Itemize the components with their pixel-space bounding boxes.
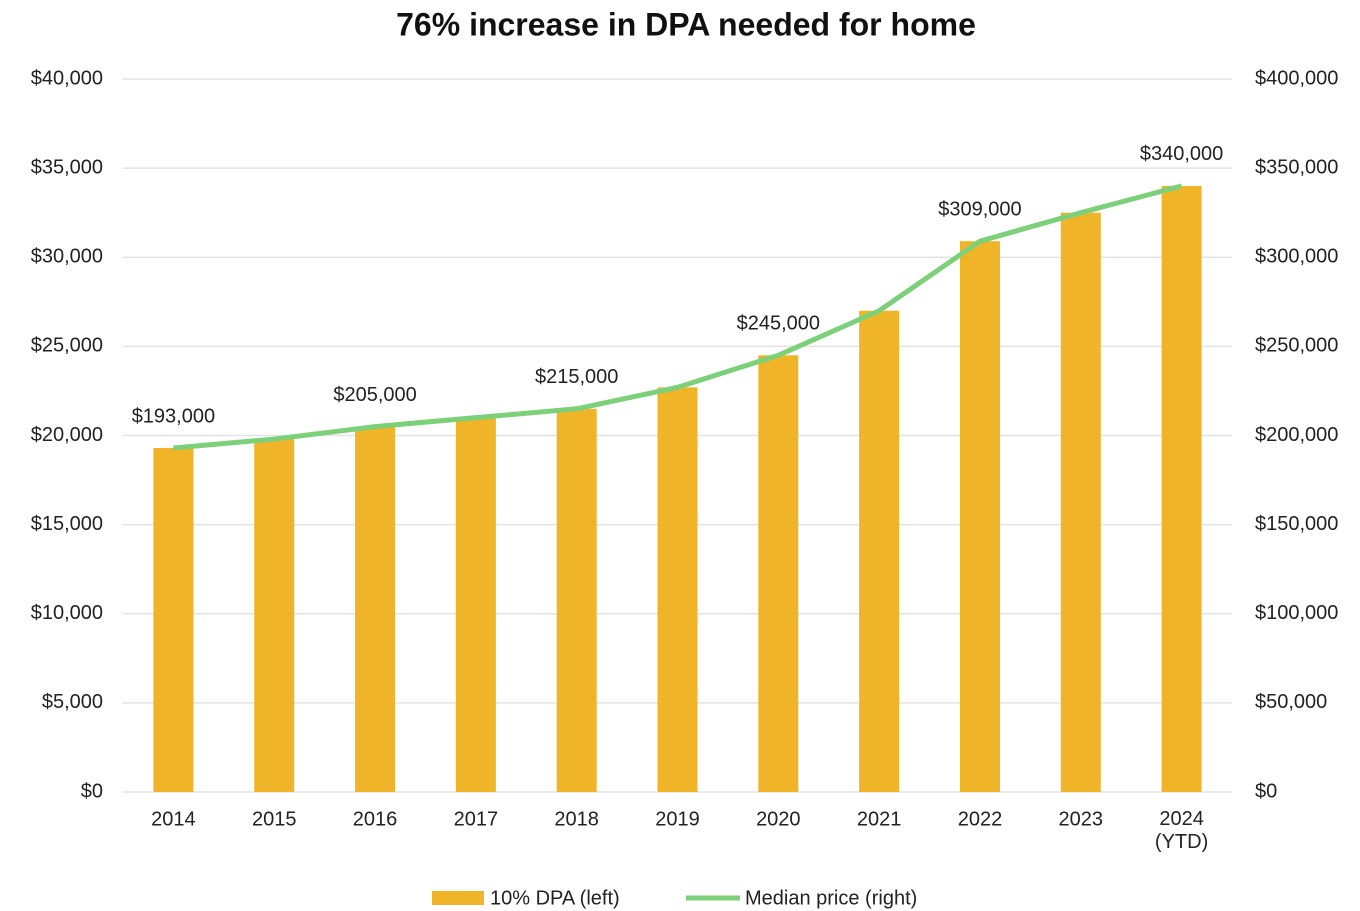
x-tick-label: 2014 (151, 808, 196, 830)
y-tick-label: $40,000 (31, 67, 103, 89)
y2-tick-label: $0 (1255, 780, 1277, 802)
x-tick-label: 2021 (857, 808, 902, 830)
x-tick-label: 2022 (958, 808, 1003, 830)
bar (254, 439, 295, 792)
y2-tick-label: $50,000 (1255, 691, 1327, 713)
bar (657, 387, 698, 792)
x-tick-label: 2018 (554, 808, 599, 830)
y-tick-label: $35,000 (31, 156, 103, 178)
bar (153, 447, 194, 792)
legend-label: 10% DPA (left) (490, 887, 620, 909)
legend-label: Median price (right) (745, 887, 917, 909)
bar (355, 426, 396, 792)
bar (1060, 212, 1101, 792)
y2-tick-label: $250,000 (1255, 335, 1338, 357)
y2-tick-label: $300,000 (1255, 246, 1338, 268)
x-tick-label: 2020 (756, 808, 801, 830)
y2-tick-label: $350,000 (1255, 156, 1338, 178)
y2-tick-label: $100,000 (1255, 602, 1338, 624)
y-tick-label: $20,000 (31, 424, 103, 446)
y-tick-label: $15,000 (31, 513, 103, 535)
x-tick-label: 2016 (353, 808, 398, 830)
y-tick-label: $5,000 (42, 691, 103, 713)
data-label: $193,000 (132, 405, 215, 427)
y-tick-label: $25,000 (31, 335, 103, 357)
data-label: $309,000 (938, 198, 1021, 220)
y-tick-label: $10,000 (31, 602, 103, 624)
bar (556, 408, 597, 792)
x-tick-label: 2019 (655, 808, 700, 830)
y-tick-label: $0 (81, 780, 103, 802)
x-tick-label: 2024 (YTD) (1155, 808, 1208, 853)
bar (758, 355, 799, 792)
bar (859, 310, 900, 792)
line (173, 183, 1183, 451)
y2-tick-label: $150,000 (1255, 513, 1338, 535)
legend-swatch (432, 891, 484, 905)
data-label: $245,000 (737, 313, 820, 335)
x-tick-label: 2017 (454, 808, 499, 830)
y2-tick-label: $200,000 (1255, 424, 1338, 446)
bar (1161, 185, 1202, 792)
data-label: $215,000 (535, 366, 618, 388)
bar (959, 241, 1000, 792)
y-tick-label: $30,000 (31, 246, 103, 268)
y2-tick-label: $400,000 (1255, 67, 1338, 89)
x-tick-label: 2015 (252, 808, 297, 830)
data-label: $205,000 (333, 384, 416, 406)
bar (455, 417, 496, 792)
chart-title: 76% increase in DPA needed for home (396, 6, 976, 42)
data-label: $340,000 (1140, 143, 1223, 165)
x-tick-label: 2023 (1059, 808, 1104, 830)
